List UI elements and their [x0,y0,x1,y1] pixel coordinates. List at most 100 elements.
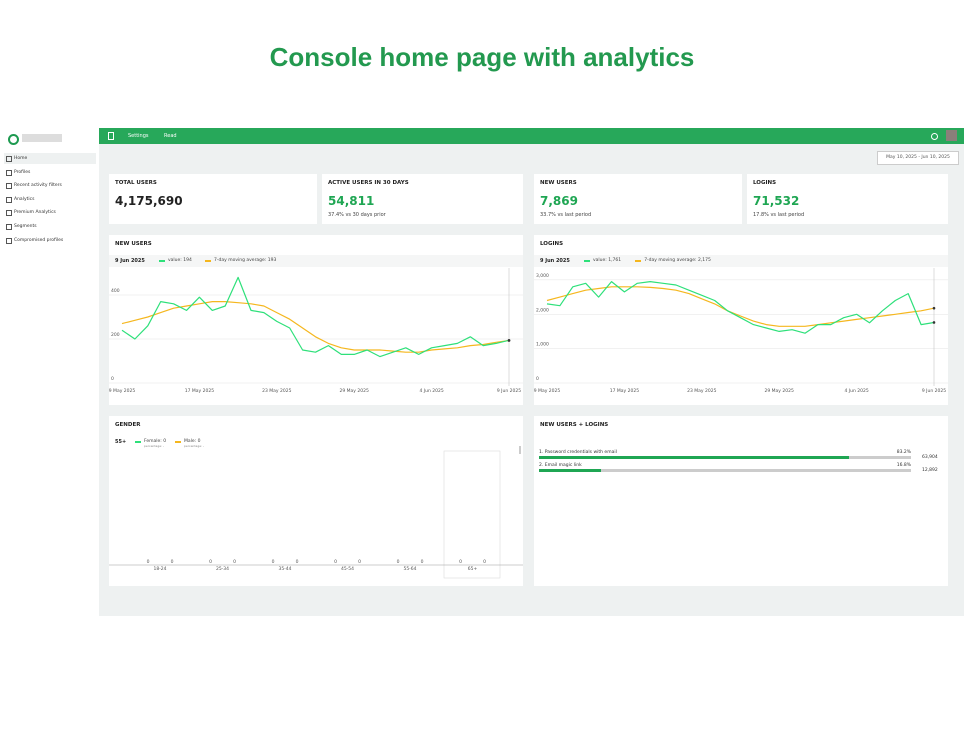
y-tick-label: 400 [111,288,120,294]
hover-date: 9 Jun 2025 [115,258,145,264]
x-tick-label: 65+ [468,566,478,572]
chart: 18-240 025-340 035-440 045-540 055-640 065+0 0 [109,446,523,579]
chart: 0 1,000 2,000 3,000 9 May 2025 17 May 2025 23 … [534,268,948,394]
logo [8,134,19,145]
gender-panel: GENDER 55+ Female: 0 percentage: - Male: 0 pe… [109,416,523,586]
x-tick-label: 23 May 2025 [687,388,716,394]
value-label: 0 [272,559,275,565]
settings-icon[interactable] [931,133,938,140]
panel-title: NEW USERS + LOGINS [540,422,609,428]
x-tick-label: 9 May 2025 [109,388,135,394]
legend-swatch [635,260,642,262]
card-value: 7,869 [540,194,578,208]
step-label: 1. Password credentials with email [539,450,617,455]
nav-icon [6,224,12,230]
new-users-panel: NEW USERS 9 Jun 2025 value: 194 7-day movin… [109,235,523,405]
value-label: 0 [147,559,150,565]
value-label: 0 [334,559,337,565]
x-tick-label: 55-64 [403,566,416,572]
x-tick-label: 9 Jun 2025 [497,388,521,394]
nav-label[interactable]: Analytics [14,196,35,202]
step-track [539,469,911,472]
nav-label[interactable]: Home [14,156,28,161]
avatar[interactable] [946,130,957,141]
nav-item[interactable]: Compromised profiles [4,235,96,246]
panel-title: GENDER [115,422,141,428]
legend-label: 7-day moving average: 193 [214,258,277,263]
value-label: 0 [233,559,236,565]
card-value: 71,532 [753,194,800,208]
step-percent: 83.2% [896,450,911,455]
hover-point [507,339,511,342]
hover-box [443,450,501,579]
org-name [22,134,62,142]
legend-note: percentage: - [184,444,205,448]
card-title: TOTAL USERS [115,180,157,186]
card: NEW USERS 7,869 33.7% vs last period [534,174,742,224]
card-change: 33.7% vs last period [540,212,592,218]
legend-label: value: 194 [168,258,192,263]
scrollbar [519,446,521,454]
x-tick-label: 29 May 2025 [340,388,369,394]
card-title: LOGINS [753,180,777,186]
value-label: 0 [397,559,400,565]
legend-label: Male: 0 [184,439,201,444]
legend-swatch [205,260,211,262]
y-tick-label: 2,000 [536,307,549,313]
nav-icon [6,196,12,203]
series-line [121,301,510,353]
card-change: 37.4% vs 30 days prior [328,212,386,218]
value-label: 0 [459,559,462,565]
legend-label: 7-day moving average: 2,175 [644,258,711,263]
legend-swatch [175,441,181,443]
x-tick-label: 9 May 2025 [534,388,560,394]
page-title: Console home page with analytics [269,42,695,72]
hover-point [932,321,936,324]
y-tick-label: 3,000 [536,273,549,279]
nav-item[interactable]: Analytics [4,194,96,205]
nav-label[interactable]: Compromised profiles [14,237,64,243]
nav-label[interactable]: Recent activity filters [14,183,62,189]
y-tick-label: 0 [536,376,539,382]
nav-label[interactable]: Premium Analytics [14,210,56,216]
y-tick-label: 200 [111,332,120,338]
legend-note: percentage: - [144,444,165,448]
x-tick-label: 29 May 2025 [765,388,794,394]
panel-title: NEW USERS [115,241,152,247]
nav-item[interactable]: Premium Analytics [4,207,96,218]
legend-label: Female: 0 [144,439,167,444]
step-label: 2. Email magic link [539,463,582,468]
legend-swatch [584,260,590,262]
hover-point [932,306,936,310]
panel-title: LOGINS [540,241,564,247]
nav-icon [6,156,12,162]
x-tick-label: 9 Jun 2025 [922,388,946,394]
tab[interactable]: Settings [128,133,149,139]
nav-label[interactable]: Profiles [14,169,31,175]
x-tick-label: 35-44 [278,566,291,572]
legend-swatch [159,260,165,262]
logins-panel: LOGINS 9 Jun 2025 value: 1,761 7-day moving… [534,235,948,405]
series-line [546,281,935,334]
nav-item[interactable]: Home [4,153,96,164]
nav-icon [6,210,12,217]
date-range[interactable]: May 10, 2025 - Jun 10, 2025 [877,151,959,165]
funnel-panel: NEW USERS + LOGINS 1. Password credential… [534,416,948,586]
x-tick-label: 25-34 [216,566,229,572]
topbar: Settings Read [99,128,964,144]
value-label: 0 [209,559,212,565]
hover-date: 9 Jun 2025 [540,258,570,264]
menu-icon[interactable] [108,132,114,140]
tab[interactable]: Read [164,133,177,139]
card: ACTIVE USERS IN 30 DAYS 54,811 37.4% vs 30… [322,174,523,224]
y-tick-label: 1,000 [536,342,549,348]
nav-label[interactable]: Segments [14,224,37,229]
step-bar [539,456,849,459]
nav-item[interactable]: Recent activity filters [4,180,96,191]
nav-item[interactable]: Profiles [4,167,96,178]
series-line [121,276,510,358]
step-count: 63,904 [922,455,938,460]
x-tick-label: 17 May 2025 [185,388,214,394]
nav-item[interactable]: Segments [4,221,96,232]
